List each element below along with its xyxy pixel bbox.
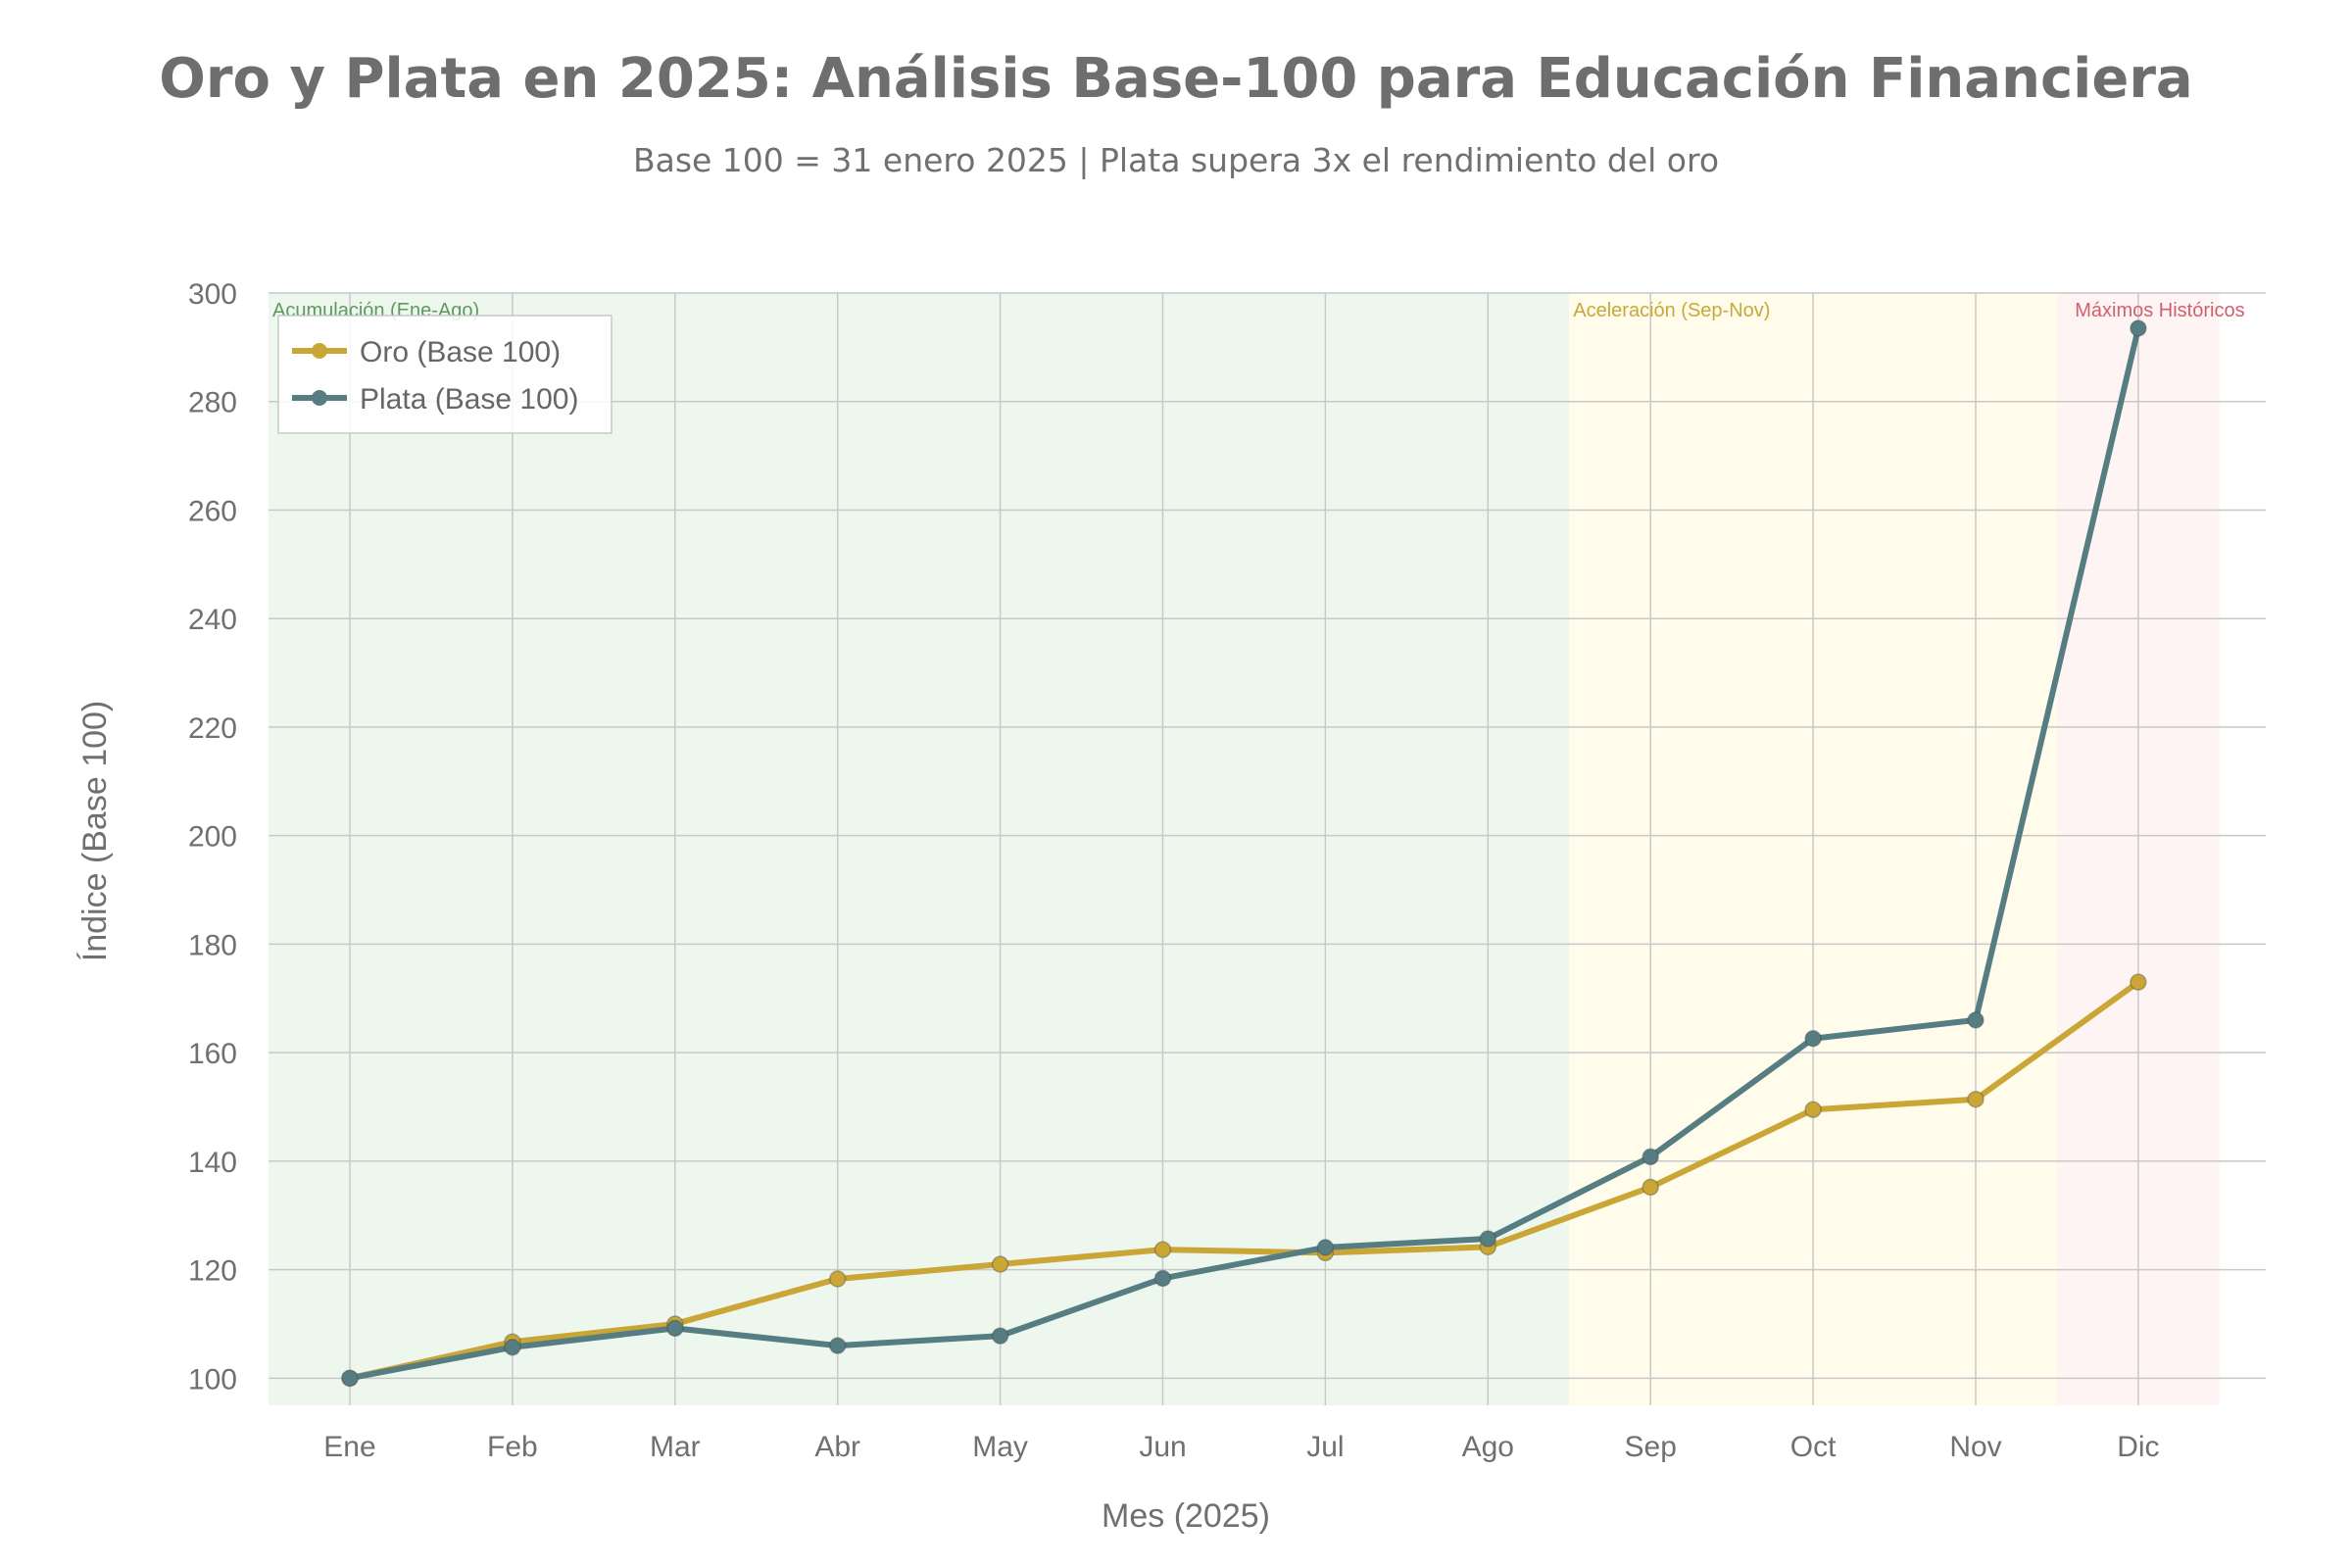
series-layer (341, 319, 2147, 1388)
data-point (1642, 1178, 1659, 1197)
x-tick-label: Ago (1462, 1431, 1514, 1463)
grid-layer (269, 292, 2266, 1405)
x-tick-label: Jul (1306, 1431, 1344, 1463)
chart-title: Oro y Plata en 2025: Análisis Base-100 p… (159, 47, 2193, 111)
data-point (1479, 1230, 1497, 1248)
x-tick-label: Mar (650, 1431, 701, 1463)
data-point (341, 1369, 359, 1388)
x-tick-label: Nov (1949, 1431, 2001, 1463)
series-line-1 (347, 324, 2141, 1382)
legend-marker-1 (312, 390, 327, 406)
y-tick-label: 100 (188, 1363, 237, 1396)
x-tick-label: May (972, 1431, 1028, 1463)
data-point (1153, 1269, 1172, 1288)
legend-box (277, 315, 612, 434)
x-tick-label: Abr (814, 1431, 860, 1463)
data-point (1967, 1090, 1984, 1108)
legend-label-1: Plata (Base 100) (360, 383, 578, 416)
data-point (2130, 973, 2147, 991)
data-point (666, 1319, 684, 1338)
zones-layer (269, 293, 2220, 1405)
y-tick-label: 300 (188, 278, 237, 311)
x-tick-label: Sep (1625, 1431, 1677, 1463)
data-point (1153, 1241, 1172, 1258)
y-tick-label: 220 (188, 712, 237, 745)
x-tick-label: Ene (323, 1431, 375, 1463)
ticks-layer: 100 120 140 160 180 200 220 240 260 280 300 Ene Feb M… (188, 278, 2160, 1463)
y-tick-label: 160 (188, 1038, 237, 1070)
x-tick-label: Oct (1790, 1431, 1837, 1463)
y-tick-label: 200 (188, 821, 237, 854)
x-axis-label: Mes (2025) (1102, 1497, 1270, 1535)
x-tick-label: Jun (1139, 1431, 1186, 1463)
y-tick-label: 240 (188, 604, 237, 636)
data-point (828, 1270, 847, 1288)
data-point (1967, 1011, 1984, 1029)
legend-marker-0 (312, 343, 327, 359)
y-tick-label: 260 (188, 495, 237, 527)
data-point (991, 1327, 1009, 1345)
y-tick-label: 120 (188, 1255, 237, 1288)
data-point (1642, 1148, 1659, 1166)
data-point (1804, 1101, 1822, 1119)
data-point (1804, 1029, 1822, 1048)
data-point (991, 1255, 1009, 1273)
series-line-0 (347, 979, 2141, 1382)
y-tick-label: 280 (188, 387, 237, 419)
data-point (2130, 319, 2147, 337)
data-point (504, 1339, 521, 1356)
legend: Oro (Base 100) Plata (Base 100) (277, 315, 612, 434)
zone-label-maximos: Máximos Históricos (2075, 300, 2244, 321)
chart-subtitle: Base 100 = 31 enero 2025 | Plata supera … (632, 141, 1720, 179)
data-point (828, 1337, 847, 1354)
y-axis-label: Índice (Base 100) (76, 701, 114, 962)
data-point (1316, 1239, 1335, 1256)
zone-label-aceleracion: Aceleración (Sep-Nov) (1573, 300, 1770, 321)
zone-acumulacion (269, 293, 1570, 1405)
legend-label-0: Oro (Base 100) (360, 336, 561, 368)
x-tick-label: Feb (487, 1431, 538, 1463)
y-tick-label: 180 (188, 929, 237, 961)
x-tick-label: Dic (2117, 1431, 2159, 1463)
y-tick-label: 140 (188, 1147, 237, 1179)
